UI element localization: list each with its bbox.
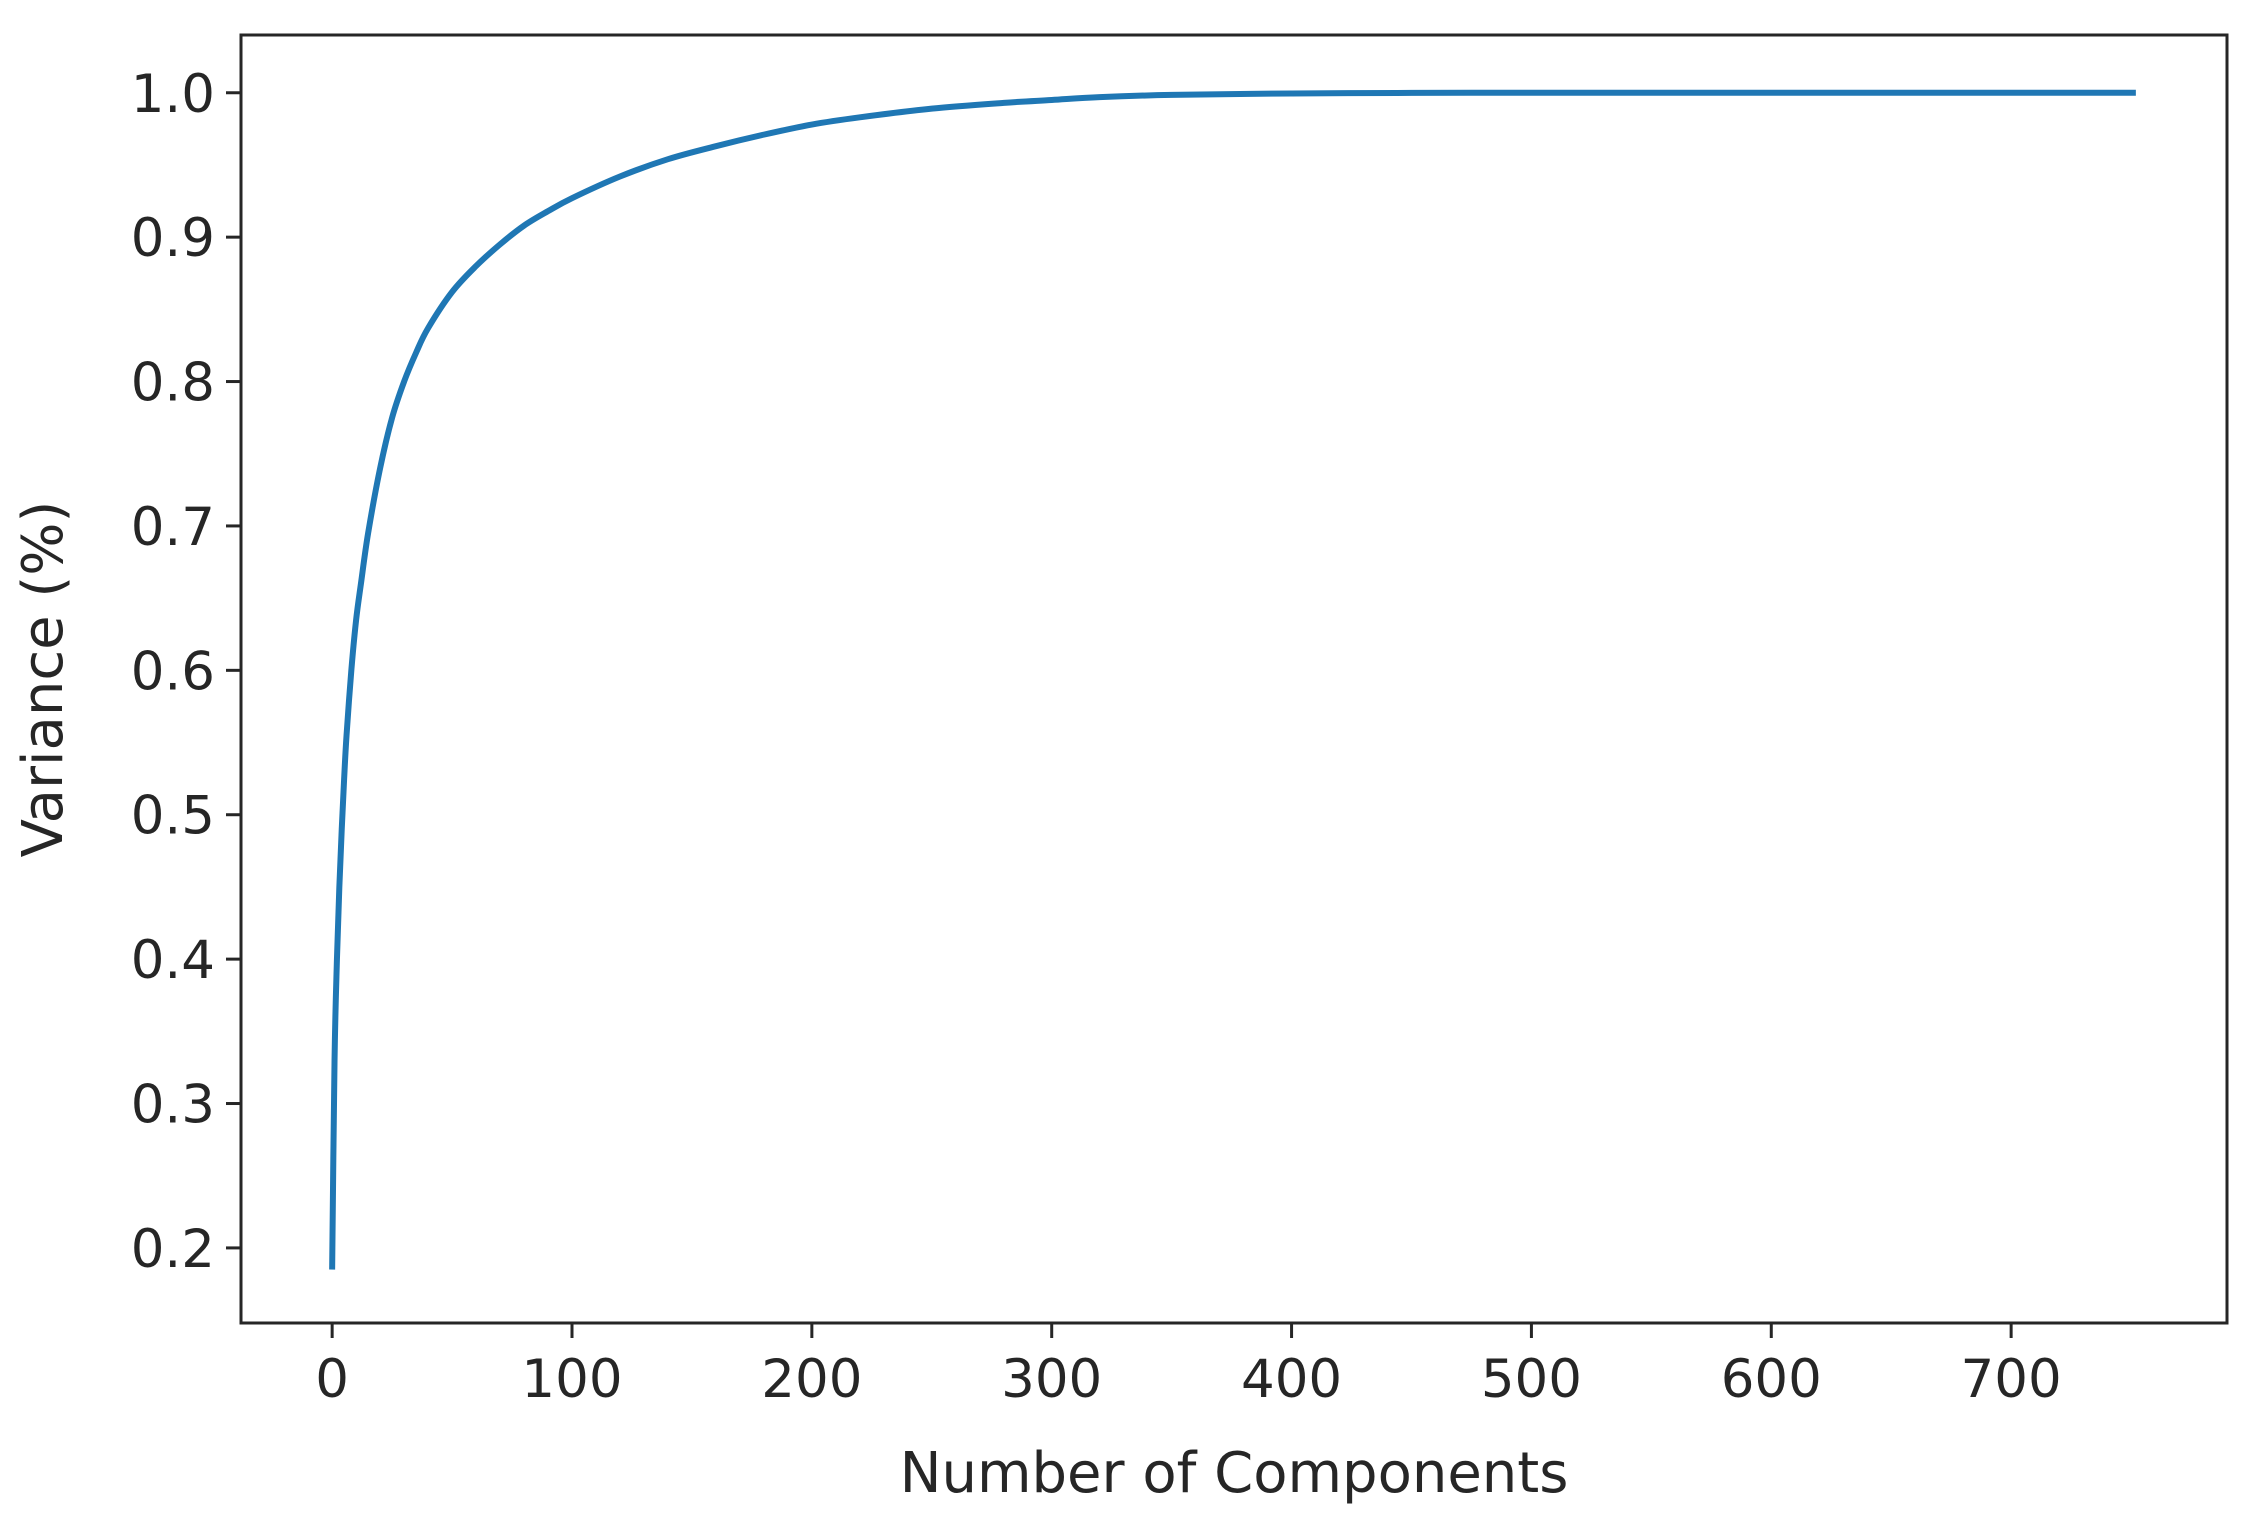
y-tick-label: 0.2 bbox=[131, 1219, 215, 1280]
x-tick-label: 700 bbox=[1961, 1349, 2062, 1410]
x-tick-label: 400 bbox=[1241, 1349, 1342, 1410]
x-tick-label: 500 bbox=[1481, 1349, 1582, 1410]
plot-background bbox=[241, 35, 2227, 1323]
x-tick-label: 0 bbox=[315, 1349, 349, 1410]
x-axis-ticks: 0 100 200 300 400 500 600 700 bbox=[315, 1323, 2062, 1410]
x-tick-label: 300 bbox=[1001, 1349, 1102, 1410]
x-tick-label: 100 bbox=[521, 1349, 622, 1410]
y-tick-label: 0.3 bbox=[131, 1075, 215, 1136]
y-tick-label: 0.5 bbox=[131, 786, 215, 847]
x-axis-label: Number of Components bbox=[900, 1441, 1569, 1506]
y-axis-ticks: 0.2 0.3 0.4 0.5 0.6 0.7 0.8 0.9 1.0 bbox=[131, 64, 241, 1280]
y-tick-label: 0.6 bbox=[131, 641, 215, 702]
x-tick-label: 600 bbox=[1721, 1349, 1822, 1410]
series-line bbox=[329, 89, 2136, 1270]
y-tick-label: 1.0 bbox=[131, 64, 215, 125]
y-tick-label: 0.4 bbox=[131, 930, 215, 991]
y-tick-label: 0.8 bbox=[131, 353, 215, 414]
x-tick-label: 200 bbox=[761, 1349, 862, 1410]
y-axis-label: Variance (%) bbox=[11, 501, 76, 858]
series-layer bbox=[329, 89, 2136, 1270]
y-tick-label: 0.7 bbox=[131, 497, 215, 558]
y-tick-label: 0.9 bbox=[131, 208, 215, 269]
plot-frame bbox=[239, 33, 2229, 1325]
